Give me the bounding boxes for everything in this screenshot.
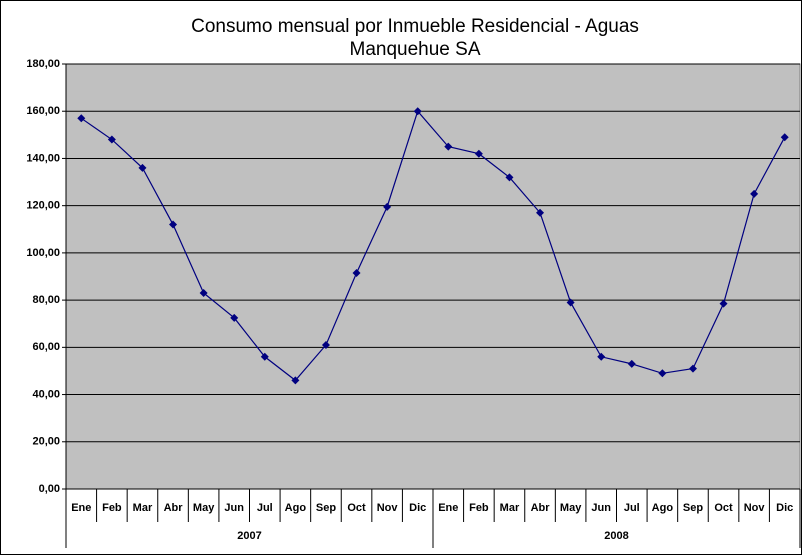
x-tick-label: Jul — [257, 502, 273, 514]
data-point — [505, 173, 514, 182]
x-tick-label: Sep — [316, 502, 336, 514]
data-point — [566, 298, 575, 307]
x-tick-label: Sep — [683, 502, 703, 514]
x-tick-label: Jun — [224, 502, 244, 514]
data-point — [107, 135, 116, 144]
data-point — [321, 340, 330, 349]
x-tick-label: Ene — [71, 502, 91, 514]
data-point — [536, 208, 545, 217]
data-point — [383, 202, 392, 211]
plot-area — [65, 63, 801, 490]
x-tick-label: Mar — [500, 502, 520, 514]
data-point — [658, 369, 667, 378]
x-tick-label: Oct — [714, 502, 733, 514]
y-tick-label: 180,00 — [26, 58, 60, 70]
data-point — [230, 313, 239, 322]
x-tick-label: Feb — [102, 502, 122, 514]
x-tick-label: May — [193, 502, 215, 514]
x-tick-label: Ago — [285, 502, 307, 514]
chart-title: Consumo mensual por Inmueble Residencial… — [191, 16, 639, 37]
data-point — [750, 189, 759, 198]
x-tick-label: Jun — [591, 502, 611, 514]
data-point — [291, 376, 300, 385]
y-tick-label: 60,00 — [32, 341, 60, 353]
data-point — [169, 220, 178, 229]
y-tick-label: 0,00 — [39, 483, 60, 495]
y-tick-label: 80,00 — [32, 294, 60, 306]
y-tick-label: 100,00 — [26, 247, 60, 259]
data-point — [138, 163, 147, 172]
data-point — [627, 359, 636, 368]
data-point — [597, 352, 606, 361]
data-point — [780, 133, 789, 142]
x-tick-label: Ene — [438, 502, 458, 514]
y-tick-label: 160,00 — [26, 105, 60, 117]
group-label: 2007 — [237, 530, 261, 542]
x-tick-label: Dic — [409, 502, 426, 514]
data-point — [77, 114, 86, 123]
data-point — [688, 364, 697, 373]
data-point — [474, 149, 483, 158]
y-tick-label: 120,00 — [26, 200, 60, 212]
x-tick-label: May — [560, 502, 582, 514]
data-point — [352, 268, 361, 277]
y-tick-label: 140,00 — [26, 152, 60, 164]
chart-title: Manquehue SA — [350, 39, 481, 60]
y-tick-label: 20,00 — [32, 436, 60, 448]
x-tick-label: Nov — [377, 502, 399, 514]
x-tick-label: Dic — [776, 502, 793, 514]
x-tick-label: Nov — [744, 502, 766, 514]
data-point — [719, 299, 728, 308]
data-line — [80, 110, 786, 382]
data-point — [413, 107, 422, 116]
x-tick-label: Ago — [652, 502, 674, 514]
data-point — [444, 142, 453, 151]
x-tick-label: Feb — [469, 502, 489, 514]
x-tick-label: Abr — [164, 502, 184, 514]
x-tick-label: Oct — [347, 502, 366, 514]
x-tick-label: Abr — [531, 502, 551, 514]
data-point — [260, 352, 269, 361]
data-point — [199, 289, 208, 298]
y-tick-label: 40,00 — [32, 388, 60, 400]
group-label: 2008 — [604, 530, 628, 542]
x-tick-label: Jul — [624, 502, 640, 514]
x-tick-label: Mar — [133, 502, 153, 514]
